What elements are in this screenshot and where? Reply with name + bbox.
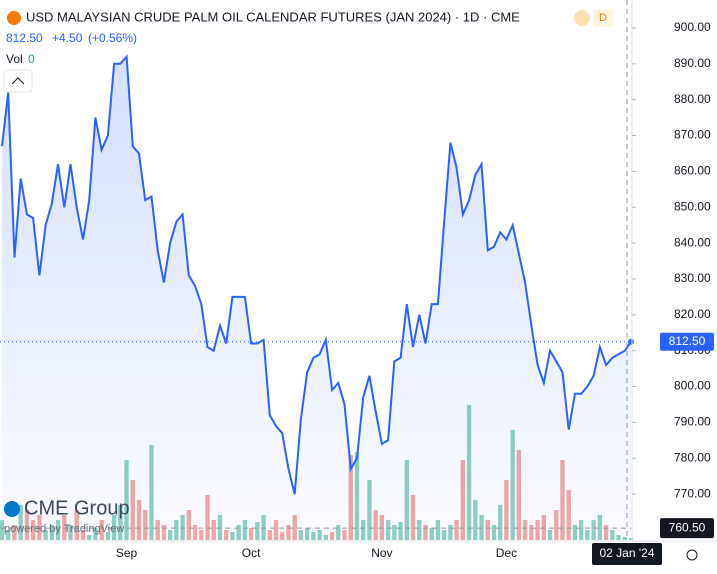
price-line [1, 54, 632, 495]
y-tick-label: 830.00 [674, 271, 711, 285]
y-tick-label: 790.00 [674, 415, 711, 429]
symbol-icon [7, 11, 21, 25]
last-price-tag-label: 812.50 [669, 334, 706, 348]
chevron [11, 77, 25, 85]
y-tick-label: 890.00 [674, 56, 711, 70]
y-tick-label: 870.00 [674, 128, 711, 142]
y-tick-label: 840.00 [674, 235, 711, 249]
crosshair-date-tag [592, 543, 662, 565]
logo-icon [4, 501, 20, 517]
last-price: 812.50 [6, 31, 43, 45]
logo: CME Group [24, 497, 130, 519]
y-tick-label: 780.00 [674, 450, 711, 464]
chart-title: USD MALAYSIAN CRUDE PALM OIL CALENDAR FU… [26, 9, 520, 24]
change-pct: (+0.56%) [88, 31, 137, 45]
change: +4.50 [52, 31, 83, 45]
y-tick-label: 900.00 [674, 20, 711, 34]
collapse-button[interactable] [3, 69, 33, 93]
y-tick-label: 820.00 [674, 307, 711, 321]
badge-bg [593, 9, 613, 27]
last-price-tag [660, 332, 714, 351]
settings-icon[interactable] [686, 549, 698, 561]
powered-by: powered by TradingView [4, 523, 124, 535]
volume-title: Vol [6, 52, 23, 66]
y-tick-label: 880.00 [674, 92, 711, 106]
y-tick-label: 800.00 [674, 379, 711, 393]
area [2, 56, 631, 540]
x-tick-label: Nov [371, 546, 392, 560]
volume-value: 0 [28, 52, 35, 66]
plot-layer [0, 0, 634, 540]
x-tick-label: Dec [496, 546, 517, 560]
status-dot [574, 10, 590, 26]
x-tick-label: Sep [116, 546, 138, 560]
crosshair-date-label: 02 Jan '24 [599, 546, 654, 560]
crosshair-price-label: 760.50 [669, 520, 706, 534]
crosshair-price-tag [660, 518, 714, 539]
badge: D [599, 12, 607, 24]
y-tick-label: 860.00 [674, 164, 711, 178]
axis-layer: 770.00780.00790.00800.00810.00820.00830.… [116, 20, 714, 565]
y-tick-label: 770.00 [674, 486, 711, 500]
x-tick-label: Oct [242, 546, 261, 560]
y-tick-label: 850.00 [674, 199, 711, 213]
